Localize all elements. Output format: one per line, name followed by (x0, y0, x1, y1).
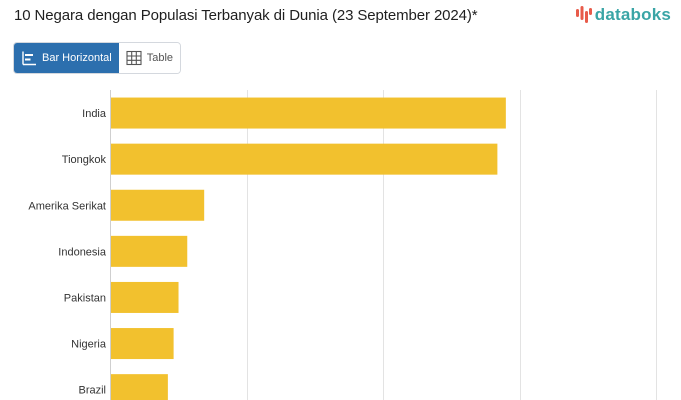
table-grid-icon (126, 50, 142, 66)
table-label: Table (146, 52, 173, 64)
chart-title: 10 Negara dengan Populasi Terbanyak di D… (14, 7, 478, 24)
bar-chart-icon (22, 51, 36, 66)
bar-brazil[interactable] (111, 374, 168, 400)
category-label: Amerika Serikat (28, 200, 106, 212)
bar-pakistan[interactable] (111, 281, 179, 313)
databoks-logo-icon (575, 6, 592, 23)
category-label: Nigeria (71, 339, 107, 351)
category-label: Indonesia (58, 246, 107, 258)
bar-amerika-serikat[interactable] (111, 189, 205, 221)
bar-horizontal-label: Bar Horizontal (42, 52, 112, 64)
bar-indonesia[interactable] (111, 235, 188, 267)
brand-name: databoks (594, 5, 671, 24)
category-label: Brazil (78, 385, 106, 397)
bar-horizontal-button[interactable]: Bar Horizontal (14, 43, 119, 73)
category-label: Tiongkok (62, 154, 107, 166)
table-button[interactable]: Table (118, 43, 180, 73)
category-label: Pakistan (64, 292, 106, 304)
bar-nigeria[interactable] (111, 328, 174, 360)
view-toggle: Bar Horizontal Table (13, 42, 181, 74)
bar-india[interactable] (111, 97, 506, 129)
bar-tiongkok[interactable] (111, 143, 498, 175)
category-label: India (82, 108, 107, 120)
databoks-logo: databoks (575, 5, 671, 25)
